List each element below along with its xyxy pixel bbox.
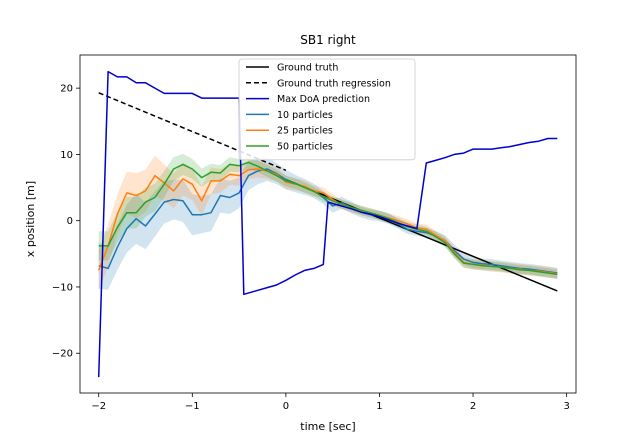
legend-label-50-particles: 50 particles	[277, 142, 333, 153]
series-line-50-particles	[98, 161, 558, 276]
y-axis-ticks: −20 −10 0 10 20	[52, 84, 80, 360]
y-axis-label: x position [m]	[24, 181, 37, 257]
y-tick-label: 10	[60, 150, 73, 161]
y-tick-label: 0	[67, 216, 73, 227]
legend-label-max-doa-prediction: Max DoA prediction	[277, 94, 370, 105]
band-10-particles	[98, 157, 558, 290]
legend-label-25-particles: 25 particles	[277, 126, 333, 137]
legend-label-10-particles: 10 particles	[277, 110, 333, 121]
x-axis-label: time [sec]	[300, 420, 355, 433]
y-tick-label: 20	[60, 84, 73, 95]
y-tick-label: −20	[52, 349, 73, 360]
x-tick-label: 2	[470, 401, 476, 412]
series-line-max-doa-prediction	[97, 70, 558, 378]
plot-frame	[79, 54, 577, 394]
y-tick-label: −10	[52, 282, 73, 293]
x-tick-label: 0	[283, 401, 289, 412]
x-tick-label: 1	[376, 401, 382, 412]
legend-box	[238, 58, 416, 161]
band-25-particles	[98, 155, 558, 291]
chart-title: SB1 right	[300, 33, 356, 47]
x-axis-ticks: −2 −1 0 1 2 3	[91, 393, 570, 412]
x-tick-label: 3	[563, 401, 569, 412]
legend-label-ground-truth: Ground truth	[277, 63, 338, 74]
legend: Ground truth Ground truth regression Max D…	[238, 58, 416, 161]
legend-label-ground-truth-regression: Ground truth regression	[277, 78, 391, 89]
x-tick-label: −2	[91, 401, 106, 412]
x-tick-label: −1	[185, 401, 200, 412]
